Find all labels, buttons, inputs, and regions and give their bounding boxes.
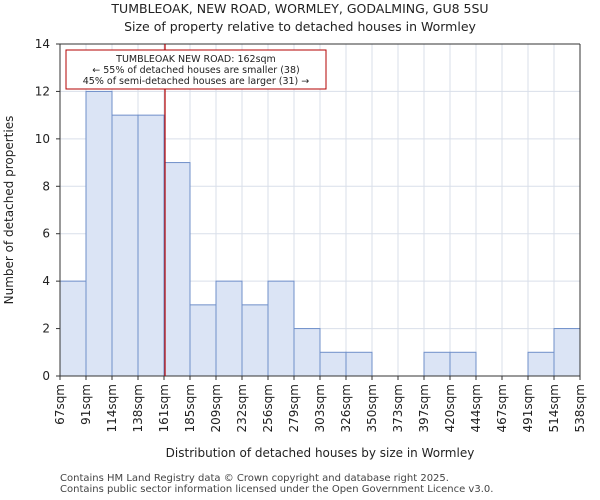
footer-copyright: Contains HM Land Registry data © Crown c…	[60, 473, 449, 484]
x-tick-label: 303sqm	[313, 384, 327, 432]
x-tick-label: 514sqm	[547, 384, 561, 432]
histogram-bar	[449, 351, 477, 377]
y-tick-label: 4	[42, 274, 50, 288]
chart-subtitle: Size of property relative to detached ho…	[124, 19, 476, 34]
x-axis-title: Distribution of detached houses by size …	[166, 446, 475, 460]
x-tick-label: 161sqm	[157, 384, 171, 432]
annotation-box	[65, 49, 327, 90]
x-tick-label: 91sqm	[79, 384, 93, 425]
y-tick-label: 8	[42, 179, 50, 193]
y-tick-label: 12	[35, 84, 50, 98]
x-tick-label: 67sqm	[53, 384, 67, 425]
x-tick-label: 326sqm	[339, 384, 353, 432]
y-tick-label: 0	[42, 369, 50, 383]
x-tick-label: 232sqm	[235, 384, 249, 432]
x-tick-label: 350sqm	[365, 384, 379, 432]
footer-licence: Contains public sector information licen…	[60, 484, 494, 495]
histogram-bar	[111, 114, 139, 377]
x-tick-label: 256sqm	[261, 384, 275, 432]
x-tick-label: 420sqm	[443, 384, 457, 432]
histogram-bar	[59, 280, 87, 377]
x-tick-label: 538sqm	[573, 384, 587, 432]
annotation-line: 45% of semi-detached houses are larger (…	[83, 76, 310, 87]
histogram-bar	[319, 351, 347, 377]
histogram-bar	[293, 328, 321, 377]
histogram-chart: 0 2 4 6 8 10 12 14 67sqm 91sqm 114sqm 138sqm 161sqm 1…	[2, 37, 587, 460]
x-tick-label: 209sqm	[209, 384, 223, 432]
x-tick-label: 185sqm	[183, 384, 197, 432]
x-tick-label: 444sqm	[469, 384, 483, 432]
x-tick-label: 114sqm	[105, 384, 119, 432]
histogram-bar	[85, 90, 113, 377]
y-axis-title: Number of detached properties	[2, 116, 16, 305]
x-tick-label: 279sqm	[287, 384, 301, 432]
annotation-line: TUMBLEOAK NEW ROAD: 162sqm	[115, 54, 276, 65]
y-tick-label: 2	[42, 322, 50, 336]
x-tick-label: 397sqm	[417, 384, 431, 432]
x-tick-label: 138sqm	[131, 384, 145, 432]
histogram-bar	[345, 351, 373, 377]
histogram-bar	[267, 280, 295, 377]
x-tick-label: 467sqm	[495, 384, 509, 432]
x-tick-label: 373sqm	[391, 384, 405, 432]
histogram-bar	[527, 351, 555, 377]
y-tick-label: 14	[35, 37, 50, 51]
histogram-bar	[241, 304, 269, 377]
histogram-bar	[423, 351, 451, 377]
y-tick-label: 6	[42, 227, 50, 241]
y-tick-label: 10	[35, 132, 50, 146]
chart-title: TUMBLEOAK, NEW ROAD, WORMLEY, GODALMING,…	[111, 1, 489, 16]
histogram-bar	[553, 328, 581, 377]
histogram-bar	[215, 280, 243, 377]
x-tick-label: 491sqm	[521, 384, 535, 432]
histogram-bar	[137, 114, 165, 377]
histogram-bar	[189, 304, 217, 377]
annotation-line: ← 55% of detached houses are smaller (38…	[92, 65, 299, 76]
histogram-bar	[163, 162, 191, 377]
